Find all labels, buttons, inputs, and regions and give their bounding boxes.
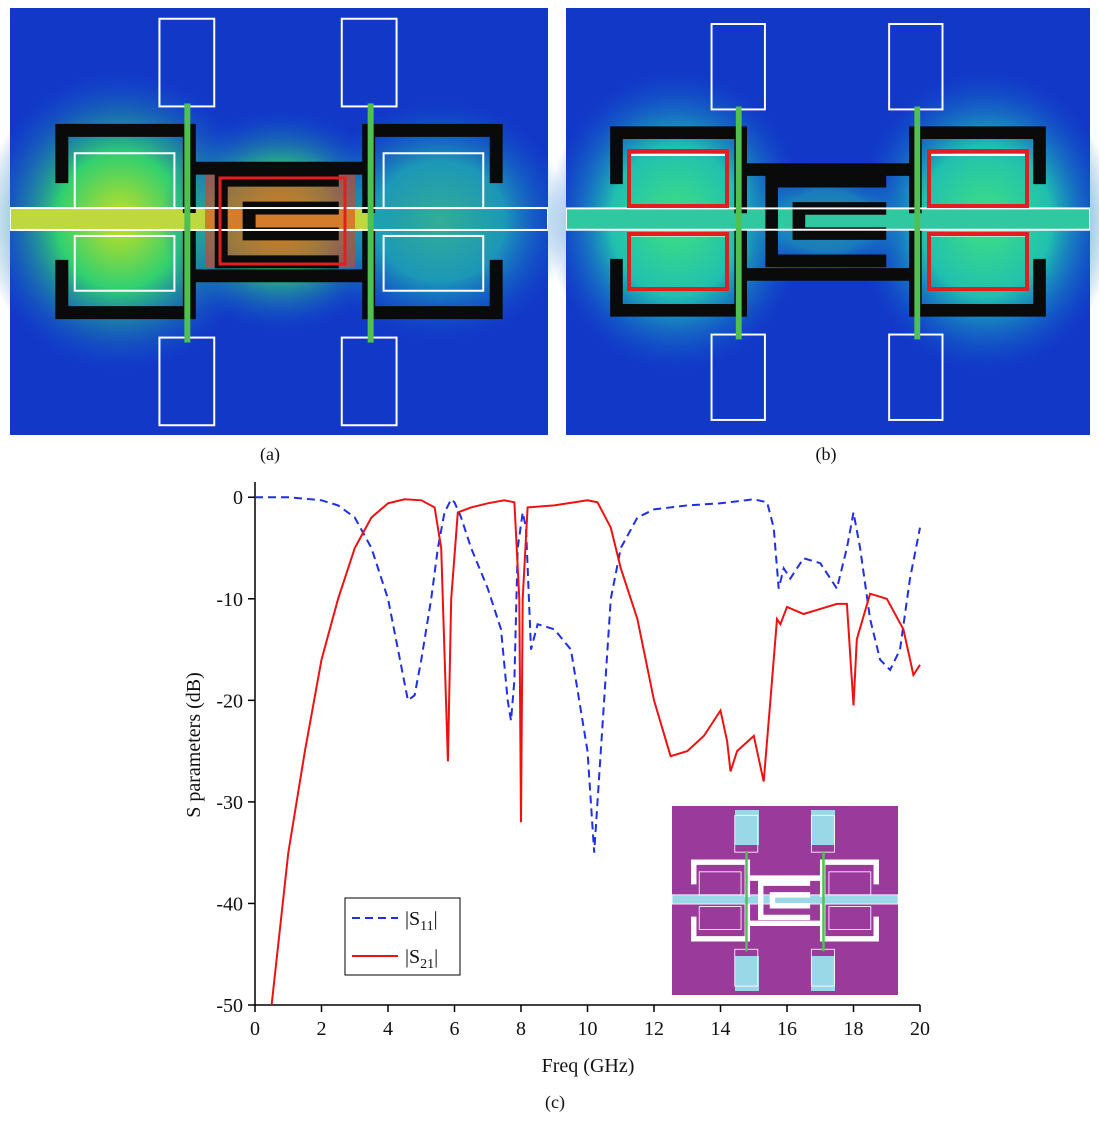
x-tick-label: 0	[250, 1018, 260, 1040]
x-tick-label: 20	[910, 1018, 930, 1040]
series-line	[255, 496, 921, 853]
current-loops	[627, 149, 1029, 291]
hotspot	[205, 173, 355, 268]
y-tick-label: -50	[216, 995, 243, 1017]
field-plot-a	[0, 8, 570, 435]
x-axis-label: Freq (GHz)	[542, 1055, 635, 1077]
y-tick-label: 0	[233, 487, 243, 509]
x-tick-label: 2	[317, 1018, 327, 1040]
caption: (b)	[816, 444, 837, 465]
y-axis-label: S parameters (dB)	[183, 672, 205, 818]
field-plot-b	[546, 8, 1099, 435]
x-tick-label: 10	[578, 1018, 598, 1040]
y-tick-label: -10	[216, 589, 243, 611]
y-tick-label: -40	[216, 893, 243, 915]
legend-box	[344, 897, 461, 976]
caption: (c)	[545, 1092, 565, 1113]
feed-line	[566, 208, 1090, 230]
legend-label: |S11|	[405, 908, 438, 934]
series-line	[270, 498, 921, 1006]
chart: Freq (GHz) S parameters (dB) (c) 0 2 4 6 8 10…	[183, 482, 930, 1113]
caption: (a)	[260, 444, 280, 465]
y-tick-label: -30	[216, 792, 243, 814]
x-tick-label: 16	[777, 1018, 797, 1040]
x-tick-label: 4	[383, 1018, 393, 1040]
x-tick-label: 8	[516, 1018, 526, 1040]
y-tick-label: -20	[216, 690, 243, 712]
x-tick-label: 6	[450, 1018, 460, 1040]
current-loop	[218, 176, 347, 266]
legend-label: |S21|	[405, 946, 438, 972]
x-tick-label: 18	[844, 1018, 864, 1040]
x-tick-label: 12	[644, 1018, 664, 1040]
pads	[672, 810, 898, 991]
inset-layout	[672, 806, 898, 995]
x-tick-label: 14	[711, 1018, 731, 1040]
